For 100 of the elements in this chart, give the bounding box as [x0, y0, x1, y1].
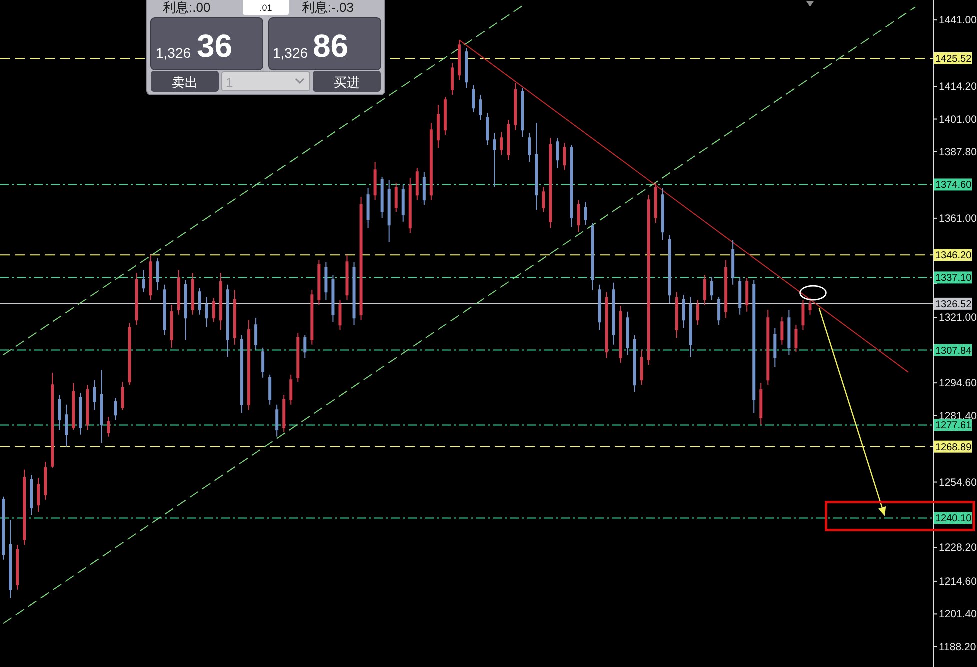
candlestick [58, 394, 62, 430]
candlestick [318, 260, 321, 306]
y-tick-label: 1441.00 [939, 14, 977, 27]
candlestick [422, 172, 426, 206]
ref-label: 1268.89 [934, 440, 972, 454]
candlestick [444, 96, 447, 136]
candlestick [388, 180, 391, 242]
candlestick [808, 298, 812, 316]
candlestick [675, 292, 678, 338]
candlestick [374, 162, 377, 201]
candlestick [44, 461, 48, 500]
candlestick [268, 374, 272, 406]
candlestick [788, 309, 791, 356]
ref-label: 1337.10 [934, 272, 972, 284]
candlestick [436, 104, 440, 149]
candlestick [198, 288, 202, 316]
panel-text: 利息:-.03 [302, 0, 354, 15]
candlestick [310, 290, 314, 346]
candlestick [507, 120, 510, 161]
candlestick [668, 234, 672, 304]
candlestick [135, 272, 138, 326]
candlestick [746, 277, 749, 312]
candlestick [72, 382, 76, 430]
candlestick [654, 182, 658, 224]
candlestick [212, 298, 216, 323]
candlestick [338, 300, 342, 331]
ref-label: 1277.61 [934, 419, 972, 432]
candlestick [633, 334, 636, 393]
candlestick [408, 178, 412, 234]
candlestick [710, 276, 714, 301]
candlestick [296, 332, 300, 383]
candlestick [254, 318, 258, 351]
candlestick [514, 82, 518, 131]
ref-label: 1307.84 [934, 344, 972, 357]
panel-text: 86 [313, 28, 349, 64]
candlestick [156, 258, 160, 291]
candlestick [9, 519, 12, 599]
panel-text: 36 [197, 28, 233, 64]
candlestick [682, 294, 686, 329]
candlestick [402, 184, 405, 222]
candlestick [696, 300, 700, 326]
panel-text: 1,326 [156, 45, 192, 61]
candlestick [598, 284, 602, 331]
candlestick [479, 94, 482, 121]
candlestick [416, 168, 419, 201]
panel-text: 买进 [334, 75, 360, 90]
ref-label: 1425.52 [934, 52, 972, 65]
candlestick [107, 416, 110, 438]
candlestick [380, 176, 384, 218]
candlestick [802, 300, 805, 331]
candlestick [177, 270, 180, 316]
candlestick [30, 474, 34, 516]
candlestick [521, 88, 524, 138]
candlestick [142, 270, 146, 293]
y-tick-label: 1201.40 [939, 608, 977, 621]
candlestick [332, 274, 335, 323]
candlestick [276, 404, 279, 438]
ref-label: 1374.60 [934, 178, 972, 192]
candlestick [163, 284, 166, 336]
ref-label: 1326.52 [934, 298, 972, 310]
panel-text: 卖出 [172, 75, 198, 90]
y-tick-label: 1361.00 [939, 212, 977, 225]
candlestick [704, 274, 707, 306]
candlestick [486, 112, 490, 146]
candlestick [65, 404, 68, 448]
candlestick [465, 48, 468, 89]
candlestick [493, 132, 496, 188]
candlestick [346, 254, 349, 301]
candlestick [458, 40, 461, 81]
candlestick [121, 382, 124, 411]
candlestick [366, 187, 370, 229]
candlestick [352, 262, 356, 326]
candlestick [542, 186, 546, 212]
candlestick [234, 290, 236, 346]
panel-text: 1,326 [273, 45, 308, 61]
candlestick [626, 311, 630, 356]
candlestick [535, 122, 538, 211]
candlestick [732, 240, 735, 286]
candlestick [170, 304, 174, 348]
candlestick [262, 347, 265, 378]
y-tick-label: 1387.80 [939, 146, 977, 158]
candlestick [37, 478, 40, 513]
candlestick [219, 272, 222, 331]
y-tick-label: 1321.00 [939, 312, 977, 324]
y-tick-label: 1228.20 [939, 542, 977, 554]
candlestick [760, 382, 763, 426]
candlestick [290, 374, 293, 406]
candlestick [149, 254, 152, 301]
candlestick [612, 282, 616, 346]
candlestick [282, 394, 286, 432]
candlestick [226, 284, 230, 358]
candlestick [780, 316, 784, 346]
candlestick [689, 296, 692, 358]
candlestick [191, 272, 194, 316]
candlestick [640, 350, 644, 386]
candlestick [304, 334, 307, 359]
candlestick [324, 262, 328, 301]
candlestick [114, 397, 118, 421]
candlestick [738, 276, 742, 316]
y-tick-label: 1414.20 [939, 81, 977, 94]
